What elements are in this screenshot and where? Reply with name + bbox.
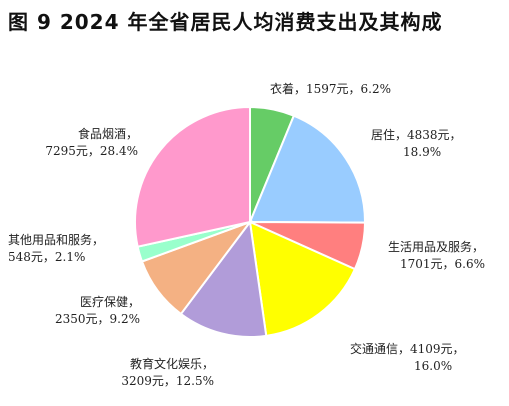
label-housing: 居住，4838元， 18.9% xyxy=(371,127,462,161)
label-other-line2: 548元，2.1% xyxy=(8,250,86,264)
label-healthcare-line2: 2350元，9.2% xyxy=(54,312,140,326)
label-household-goods: 生活用品及服务， 1701元，6.6% xyxy=(388,239,485,273)
label-other-line1: 其他用品和服务， xyxy=(8,233,105,247)
label-transport-line2: 16.0% xyxy=(414,359,453,373)
pie-slice-3 xyxy=(248,220,357,337)
label-healthcare: 医疗保健， 2350元，9.2% xyxy=(20,294,140,328)
label-education-line2: 3209元，12.5% xyxy=(121,374,214,388)
label-food: 食品烟酒， 7295元，28.4% xyxy=(20,126,138,160)
label-housing-line1: 居住，4838元， xyxy=(371,128,462,142)
label-food-line1: 食品烟酒， xyxy=(77,127,138,141)
label-other: 其他用品和服务， 548元，2.1% xyxy=(8,232,104,266)
pie-slice-1 xyxy=(248,114,367,224)
label-housing-line2: 18.9% xyxy=(403,145,442,159)
chart-title: 图 9 2024 年全省居民人均消费支出及其构成 xyxy=(8,10,443,34)
label-household-goods-line1: 生活用品及服务， xyxy=(388,240,485,254)
label-food-line2: 7295元，28.4% xyxy=(45,144,138,158)
label-education-line1: 教育文化娱乐， xyxy=(129,357,214,371)
pie-slice-7 xyxy=(134,105,251,248)
label-clothing: 衣着，1597元，6.2% xyxy=(270,81,391,98)
label-education: 教育文化娱乐， 3209元，12.5% xyxy=(84,356,214,390)
pie-slice-4 xyxy=(179,219,268,339)
label-transport: 交通通信，4109元， 16.0% xyxy=(350,341,465,375)
label-transport-line1: 交通通信，4109元， xyxy=(350,342,465,356)
label-clothing-line1: 衣着，1597元，6.2% xyxy=(270,82,392,96)
label-household-goods-line2: 1701元，6.6% xyxy=(400,257,486,271)
label-healthcare-line1: 医疗保健， xyxy=(79,295,140,309)
